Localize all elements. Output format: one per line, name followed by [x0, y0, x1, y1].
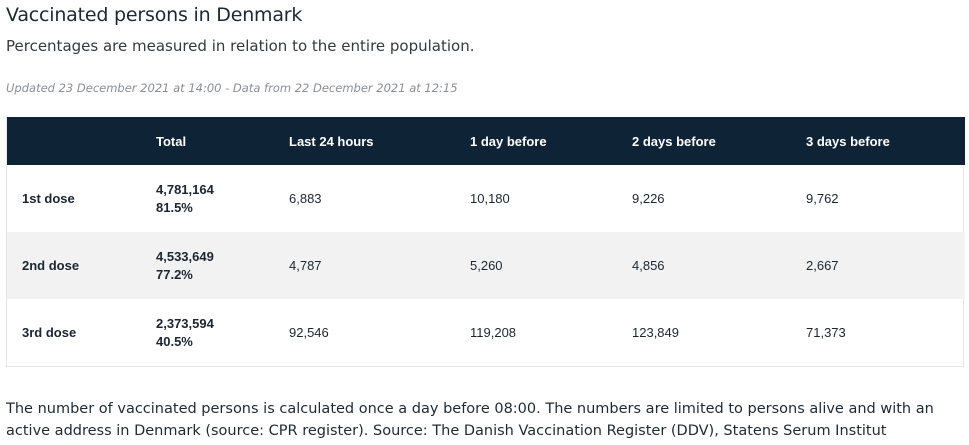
- total-count: 2,373,594: [156, 315, 214, 331]
- row-label: 1st dose: [22, 190, 75, 206]
- updated-timestamp: Updated 23 December 2021 at 14:00 - Data…: [6, 81, 458, 95]
- column-header-2-days-before: 2 days before: [632, 133, 716, 149]
- total-count: 4,533,649: [156, 248, 214, 264]
- table-header: Total Last 24 hours 1 day before 2 days …: [7, 117, 965, 165]
- table-body: 1st dose 4,781,164 81.5% 6,883 10,180 9,…: [7, 165, 965, 366]
- footer-note: The number of vaccinated persons is calc…: [6, 401, 934, 439]
- 3-days-before-cell: 71,373: [806, 324, 846, 340]
- vaccination-table-container: Total Last 24 hours 1 day before 2 days …: [6, 117, 965, 367]
- page-subtitle: Percentages are measured in relation to …: [6, 37, 475, 55]
- row-label: 3rd dose: [22, 324, 77, 340]
- table-row: 1st dose 4,781,164 81.5% 6,883 10,180 9,…: [7, 165, 965, 232]
- 1-day-before-cell: 119,208: [470, 324, 517, 340]
- total-percentage: 81.5%: [156, 199, 193, 215]
- last-24-hours-cell: 92,546: [289, 324, 329, 340]
- 1-day-before-cell: 10,180: [470, 190, 510, 206]
- 3-days-before-cell: 2,667: [806, 257, 839, 273]
- column-header-last-24-hours: Last 24 hours: [289, 133, 374, 149]
- last-24-hours-cell: 4,787: [289, 257, 322, 273]
- total-percentage: 40.5%: [156, 333, 193, 349]
- column-header-total: Total: [156, 133, 187, 149]
- total-cell: 4,533,649 77.2%: [156, 232, 289, 299]
- 2-days-before-cell: 9,226: [632, 190, 665, 206]
- vaccination-table: Total Last 24 hours 1 day before 2 days …: [7, 117, 965, 366]
- total-count: 4,781,164: [156, 181, 214, 197]
- table-row: 3rd dose 2,373,594 40.5% 92,546 119,208 …: [7, 299, 965, 366]
- 1-day-before-cell: 5,260: [470, 257, 503, 273]
- 2-days-before-cell: 4,856: [632, 257, 665, 273]
- 3-days-before-cell: 9,762: [806, 190, 839, 206]
- column-header-3-days-before: 3 days before: [806, 133, 890, 149]
- column-header-1-day-before: 1 day before: [470, 133, 547, 149]
- total-cell: 4,781,164 81.5%: [156, 165, 289, 232]
- total-percentage: 77.2%: [156, 266, 193, 282]
- 2-days-before-cell: 123,849: [632, 324, 679, 340]
- page-title: Vaccinated persons in Denmark: [6, 4, 303, 26]
- table-row: 2nd dose 4,533,649 77.2% 4,787 5,260 4,8…: [7, 232, 965, 299]
- table-header-row: Total Last 24 hours 1 day before 2 days …: [7, 117, 965, 165]
- column-header-empty: [7, 117, 156, 165]
- row-label: 2nd dose: [22, 257, 80, 273]
- total-cell: 2,373,594 40.5%: [156, 299, 289, 366]
- last-24-hours-cell: 6,883: [289, 190, 322, 206]
